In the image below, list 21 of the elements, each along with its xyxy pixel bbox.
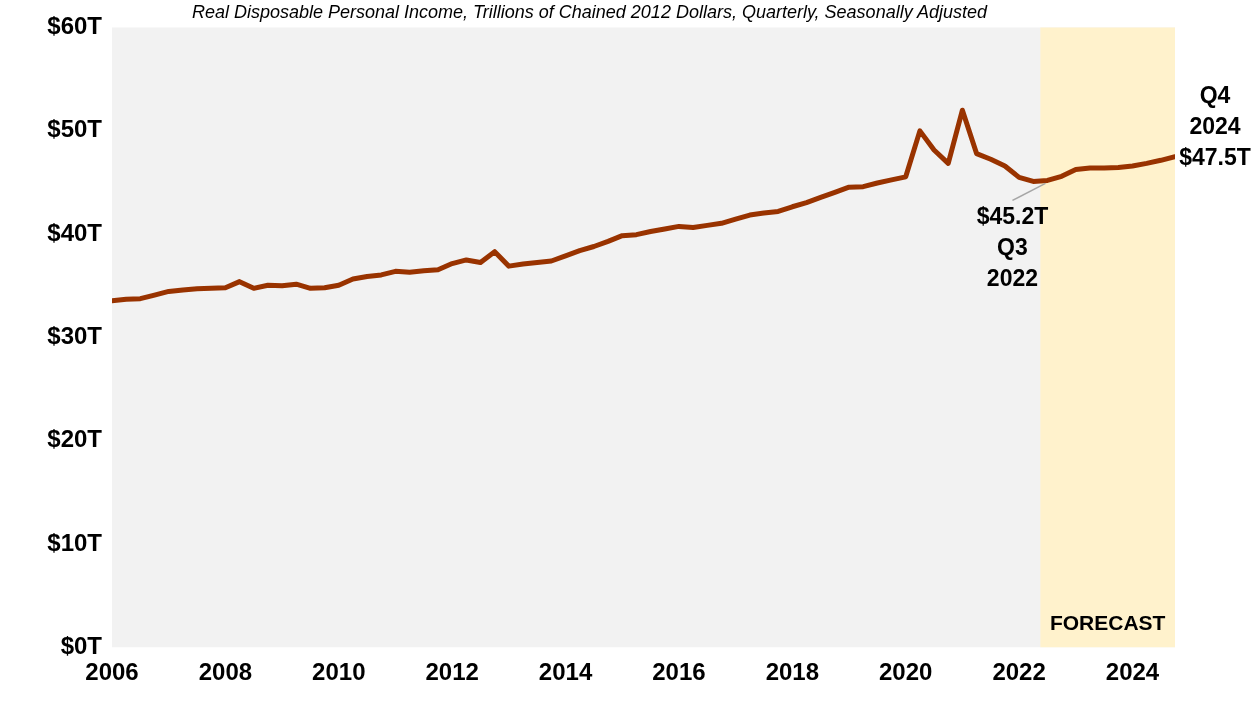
y-tick-label: $10T	[47, 528, 103, 556]
y-tick-label: $50T	[47, 115, 103, 143]
x-tick-label: 2020	[879, 658, 933, 686]
annotation: $45.2T Q3 2022	[976, 202, 1049, 291]
x-tick-label: 2018	[765, 658, 820, 686]
y-tick-label: $30T	[47, 322, 103, 350]
y-tick-label: $0T	[60, 631, 103, 659]
x-tick-label: 2008	[198, 658, 253, 686]
x-tick-label: 2006	[85, 658, 139, 686]
x-tick-label: 2012	[425, 658, 479, 686]
chart-title: Real Disposable Personal Income, Trillions of Chained 2012 Dollars, Quarterly, Seasonally Adjusted	[191, 1, 989, 22]
band-label: FORECAST	[1049, 611, 1166, 635]
y-tick-label: $20T	[47, 425, 103, 453]
x-tick-label: 2010	[312, 658, 366, 686]
y-tick-label: $40T	[47, 218, 103, 246]
x-tick-label: 2016	[652, 658, 706, 686]
x-tick-label: 2024	[1105, 658, 1160, 686]
x-tick-label: 2022	[992, 658, 1046, 686]
annotation: Q4 2024 $47.5T	[1179, 82, 1251, 171]
y-tick-label: $60T	[47, 12, 103, 40]
x-tick-label: 2014	[538, 658, 593, 686]
